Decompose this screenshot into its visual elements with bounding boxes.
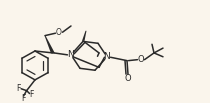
Text: N: N (104, 52, 110, 61)
Text: N: N (68, 50, 74, 59)
Text: F: F (16, 84, 21, 93)
Text: F: F (29, 90, 34, 99)
Polygon shape (82, 31, 87, 41)
Text: O: O (56, 28, 62, 37)
Text: F: F (21, 94, 26, 103)
Polygon shape (45, 36, 55, 53)
Text: O: O (138, 55, 144, 64)
Text: O: O (124, 74, 131, 83)
